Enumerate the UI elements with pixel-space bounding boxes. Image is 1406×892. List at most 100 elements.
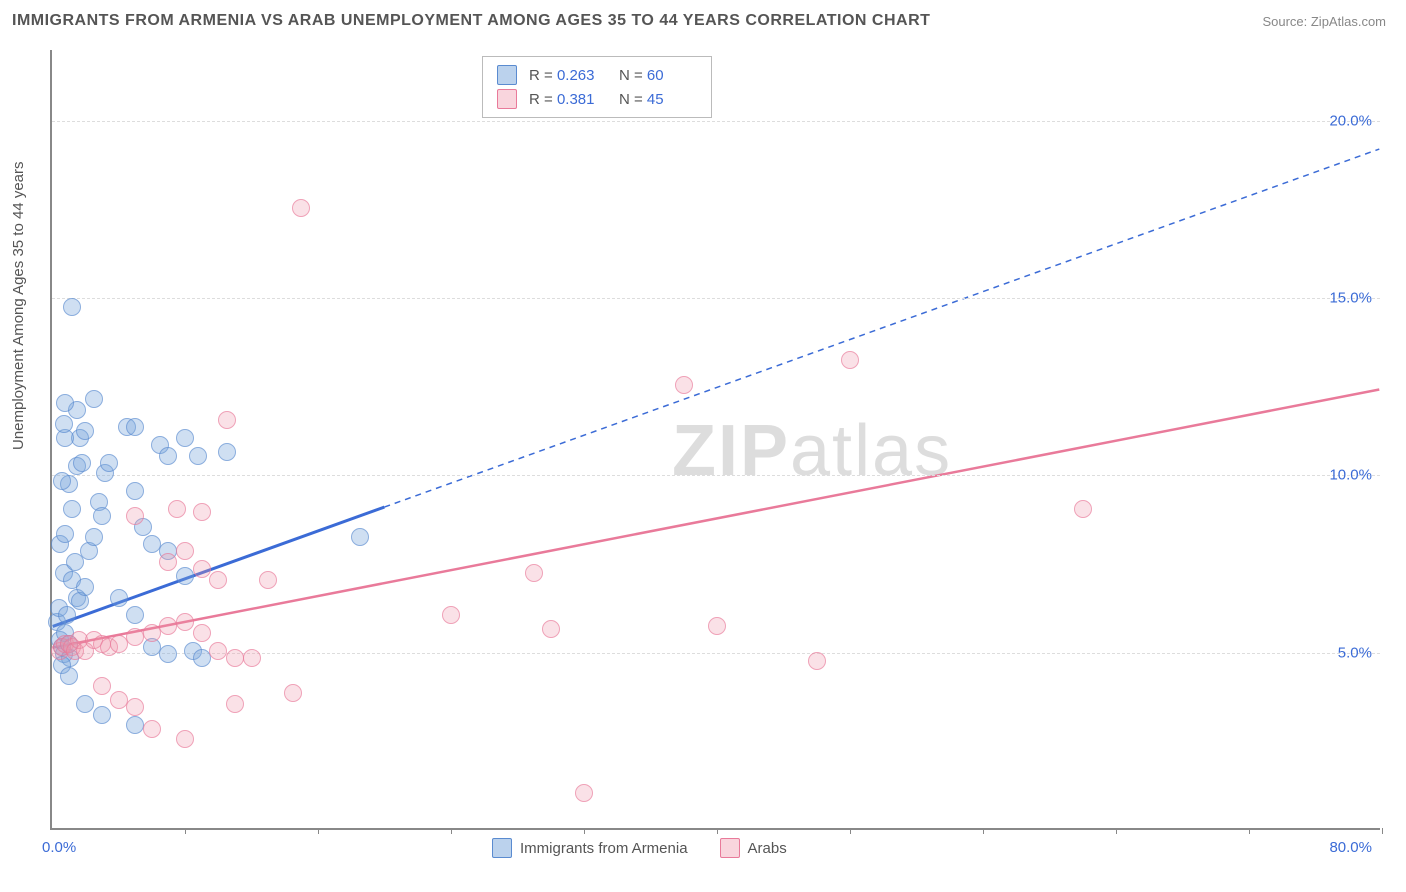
scatter-point: [442, 606, 460, 624]
scatter-point: [176, 613, 194, 631]
scatter-point: [76, 578, 94, 596]
scatter-point: [708, 617, 726, 635]
scatter-point: [209, 571, 227, 589]
x-tick: [1249, 828, 1250, 834]
scatter-point: [73, 454, 91, 472]
x-tick: [983, 828, 984, 834]
y-tick-label: 15.0%: [1329, 290, 1372, 307]
trend-line-solid: [53, 389, 1380, 647]
x-tick: [1382, 828, 1383, 834]
legend-label-pink: Arabs: [748, 840, 787, 857]
legend-item-pink: Arabs: [720, 838, 787, 858]
scatter-point: [126, 606, 144, 624]
scatter-point: [93, 507, 111, 525]
scatter-point: [143, 535, 161, 553]
n-label: N =: [619, 67, 643, 84]
scatter-point: [143, 720, 161, 738]
scatter-point: [56, 525, 74, 543]
scatter-point: [176, 429, 194, 447]
scatter-point: [100, 454, 118, 472]
scatter-point: [126, 716, 144, 734]
scatter-point: [110, 589, 128, 607]
swatch-pink-icon: [720, 838, 740, 858]
scatter-point: [63, 500, 81, 518]
scatter-point: [226, 649, 244, 667]
swatch-blue-icon: [492, 838, 512, 858]
grid-line: [52, 298, 1380, 299]
scatter-point: [126, 418, 144, 436]
scatter-point: [56, 394, 74, 412]
scatter-point: [159, 553, 177, 571]
x-max-label: 80.0%: [1329, 839, 1372, 856]
stats-legend: R = 0.263 N = 60 R = 0.381 N = 45: [482, 56, 712, 118]
n-value-blue: 60: [647, 67, 697, 84]
scatter-point: [292, 199, 310, 217]
scatter-point: [243, 649, 261, 667]
bottom-legend: Immigrants from Armenia Arabs: [492, 838, 787, 858]
y-axis-label: Unemployment Among Ages 35 to 44 years: [10, 161, 27, 450]
scatter-point: [126, 628, 144, 646]
plot-area: ZIPatlas R = 0.263 N = 60 R = 0.381 N = …: [50, 50, 1380, 830]
scatter-point: [159, 645, 177, 663]
trend-lines-svg: [52, 50, 1380, 828]
scatter-point: [259, 571, 277, 589]
scatter-point: [85, 390, 103, 408]
scatter-point: [209, 642, 227, 660]
scatter-point: [675, 376, 693, 394]
scatter-point: [76, 695, 94, 713]
scatter-point: [218, 411, 236, 429]
n-value-pink: 45: [647, 91, 697, 108]
scatter-point: [193, 624, 211, 642]
scatter-point: [525, 564, 543, 582]
scatter-point: [176, 567, 194, 585]
scatter-point: [63, 298, 81, 316]
scatter-point: [542, 620, 560, 638]
scatter-point: [58, 606, 76, 624]
r-label: R =: [529, 91, 553, 108]
scatter-point: [176, 730, 194, 748]
scatter-point: [575, 784, 593, 802]
r-label: R =: [529, 67, 553, 84]
scatter-point: [53, 472, 71, 490]
swatch-blue: [497, 65, 517, 85]
scatter-point: [85, 528, 103, 546]
scatter-point: [189, 447, 207, 465]
scatter-point: [218, 443, 236, 461]
scatter-point: [126, 698, 144, 716]
scatter-point: [193, 503, 211, 521]
watermark: ZIPatlas: [672, 410, 952, 492]
grid-line: [52, 475, 1380, 476]
source-attribution: Source: ZipAtlas.com: [1262, 14, 1386, 29]
scatter-point: [226, 695, 244, 713]
scatter-point: [76, 422, 94, 440]
scatter-point: [110, 691, 128, 709]
y-tick-label: 10.0%: [1329, 467, 1372, 484]
x-tick: [185, 828, 186, 834]
y-tick-label: 5.0%: [1338, 644, 1372, 661]
scatter-point: [193, 560, 211, 578]
x-origin-label: 0.0%: [42, 839, 76, 856]
scatter-point: [159, 617, 177, 635]
scatter-point: [841, 351, 859, 369]
legend-label-blue: Immigrants from Armenia: [520, 840, 688, 857]
n-label: N =: [619, 91, 643, 108]
scatter-point: [126, 507, 144, 525]
grid-line: [52, 121, 1380, 122]
scatter-point: [808, 652, 826, 670]
swatch-pink: [497, 89, 517, 109]
x-tick: [850, 828, 851, 834]
stats-row-blue: R = 0.263 N = 60: [497, 63, 697, 87]
chart-title: IMMIGRANTS FROM ARMENIA VS ARAB UNEMPLOY…: [12, 12, 930, 30]
y-tick-label: 20.0%: [1329, 112, 1372, 129]
scatter-point: [93, 677, 111, 695]
scatter-point: [60, 667, 78, 685]
x-tick: [1116, 828, 1117, 834]
scatter-point: [168, 500, 186, 518]
scatter-point: [93, 706, 111, 724]
scatter-point: [110, 635, 128, 653]
stats-row-pink: R = 0.381 N = 45: [497, 87, 697, 111]
x-tick: [318, 828, 319, 834]
x-tick: [584, 828, 585, 834]
r-value-blue: 0.263: [557, 67, 607, 84]
scatter-point: [351, 528, 369, 546]
